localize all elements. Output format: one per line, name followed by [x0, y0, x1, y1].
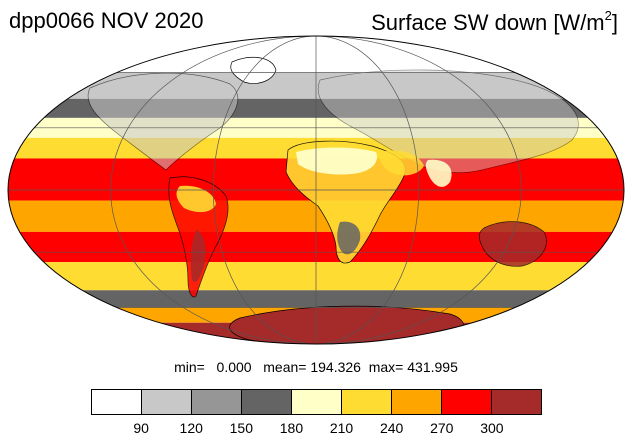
max-label: max=: [368, 359, 404, 375]
colorbar-box: [92, 390, 142, 414]
amazon-region: [176, 185, 216, 213]
middle-east-region: [379, 150, 424, 176]
colorbar-box: [392, 390, 442, 414]
colorbar-tick-label: 90: [133, 420, 149, 436]
variable-title-main: Surface SW down [W/m: [371, 10, 605, 35]
colorbar-tick-label: 150: [229, 420, 253, 436]
longitude-line: [212, 36, 420, 344]
variable-title-sup: 2: [604, 8, 612, 23]
colorbar-box: [292, 390, 342, 414]
colorbar-tick-label: 300: [480, 420, 504, 436]
mean-value: 194.326: [310, 359, 361, 375]
colorbar: [91, 389, 542, 415]
colorbar-box: [342, 390, 392, 414]
colorbar-box: [242, 390, 292, 414]
north-america-region: [87, 72, 239, 171]
variable-title-close: ]: [611, 10, 618, 35]
land-regions: [8, 36, 624, 344]
australia-region: [478, 221, 547, 267]
colorbar-box: [492, 390, 541, 414]
colorbar-tick-label: 120: [179, 420, 203, 436]
colorbar-box: [192, 390, 242, 414]
longitude-line: [110, 36, 522, 344]
min-value: 0.000: [216, 359, 252, 375]
colorbar-tick-label: 270: [430, 420, 454, 436]
colorbar-box: [142, 390, 192, 414]
plot-title: dpp0066 NOV 2020: [9, 8, 204, 33]
map-border: [7, 35, 625, 345]
variable-title: Surface SW down [W/m2]: [371, 8, 618, 36]
mean-label: mean=: [263, 359, 307, 375]
min-label: min=: [174, 359, 205, 375]
colorbar-tick-label: 240: [379, 420, 404, 436]
colorbar-box: [442, 390, 492, 414]
statistics-line: min= 0.000 mean= 194.326 max= 431.995: [0, 359, 632, 375]
southern-africa-region: [337, 221, 361, 255]
colorbar-tick-label: 180: [279, 420, 304, 436]
colorbar-tick-label: 210: [329, 420, 354, 436]
andes-region: [190, 230, 206, 283]
india-region: [425, 159, 452, 187]
max-value: 431.995: [407, 359, 458, 375]
